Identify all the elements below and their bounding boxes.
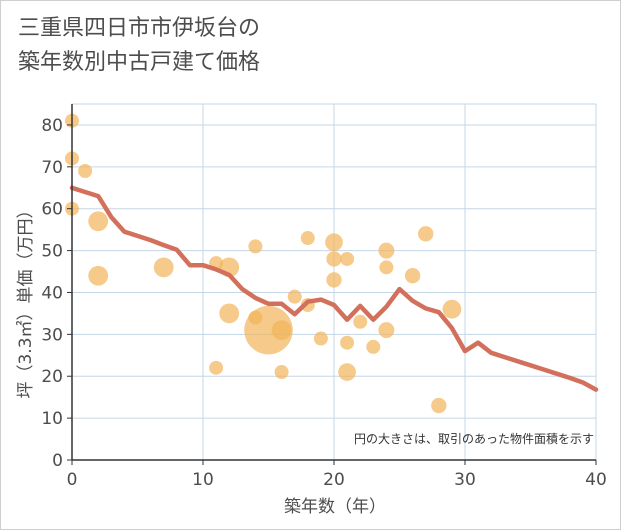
x-tick-label: 40: [585, 470, 607, 490]
x-tick-label: 30: [454, 470, 476, 490]
data-point: [338, 363, 356, 381]
data-point: [287, 289, 302, 304]
data-point: [326, 251, 342, 267]
data-point: [340, 251, 355, 266]
grid-lines: [71, 103, 597, 461]
y-tick-label: 30: [41, 325, 63, 345]
data-point: [325, 233, 343, 252]
chart-title-line1: 三重県四日市市伊坂台の: [18, 16, 261, 41]
y-tick-label: 20: [41, 367, 63, 387]
data-point: [244, 305, 293, 355]
data-point: [418, 226, 434, 242]
data-point: [88, 265, 109, 286]
axes: 0 10 20 30 40 0 10 20 30 40 50 60 70 80: [41, 104, 607, 490]
x-tick-label: 10: [192, 470, 214, 490]
x-tick-label: 0: [67, 470, 78, 490]
data-point: [340, 335, 355, 350]
y-tick-label: 0: [52, 451, 63, 471]
data-point: [88, 211, 109, 232]
data-point: [404, 268, 421, 284]
x-tick-label: 20: [323, 470, 345, 490]
y-tick-label: 80: [41, 116, 63, 136]
y-tick-label: 60: [41, 200, 63, 220]
data-point: [366, 339, 381, 354]
data-point: [271, 320, 292, 341]
y-tick-label: 10: [41, 409, 63, 429]
data-point: [219, 303, 240, 324]
y-axis-label: 坪（3.3㎡）単価（万円）: [16, 201, 36, 398]
data-point: [326, 272, 342, 288]
chart-title-line2: 築年数別中古戸建て価格: [18, 50, 261, 75]
data-point: [300, 231, 315, 246]
trend-line-group: [69, 185, 599, 392]
data-point: [248, 239, 263, 254]
data-point: [313, 331, 328, 346]
chart-title: 三重県四日市市伊坂台の 築年数別中古戸建て価格: [18, 12, 578, 80]
data-point: [378, 322, 395, 339]
trend-line: [69, 185, 599, 392]
data-point: [378, 242, 395, 259]
data-point: [209, 360, 224, 375]
data-point: [379, 260, 394, 275]
data-point: [353, 314, 368, 329]
y-tick-label: 50: [41, 242, 63, 262]
size-legend-note: 円の大きさは、取引のあった物件面積を示す: [354, 431, 594, 446]
data-point: [78, 164, 93, 179]
labels: 円の大きさは、取引のあった物件面積を示す 築年数（年） 坪（3.3㎡）単価（万円…: [16, 201, 594, 517]
data-points: [65, 113, 462, 414]
x-axis-label: 築年数（年）: [284, 497, 386, 517]
data-point: [431, 397, 447, 414]
data-point: [274, 365, 289, 380]
data-point: [153, 257, 174, 278]
y-tick-label: 70: [41, 158, 63, 178]
y-tick-label: 40: [41, 283, 63, 303]
data-point: [442, 299, 462, 319]
